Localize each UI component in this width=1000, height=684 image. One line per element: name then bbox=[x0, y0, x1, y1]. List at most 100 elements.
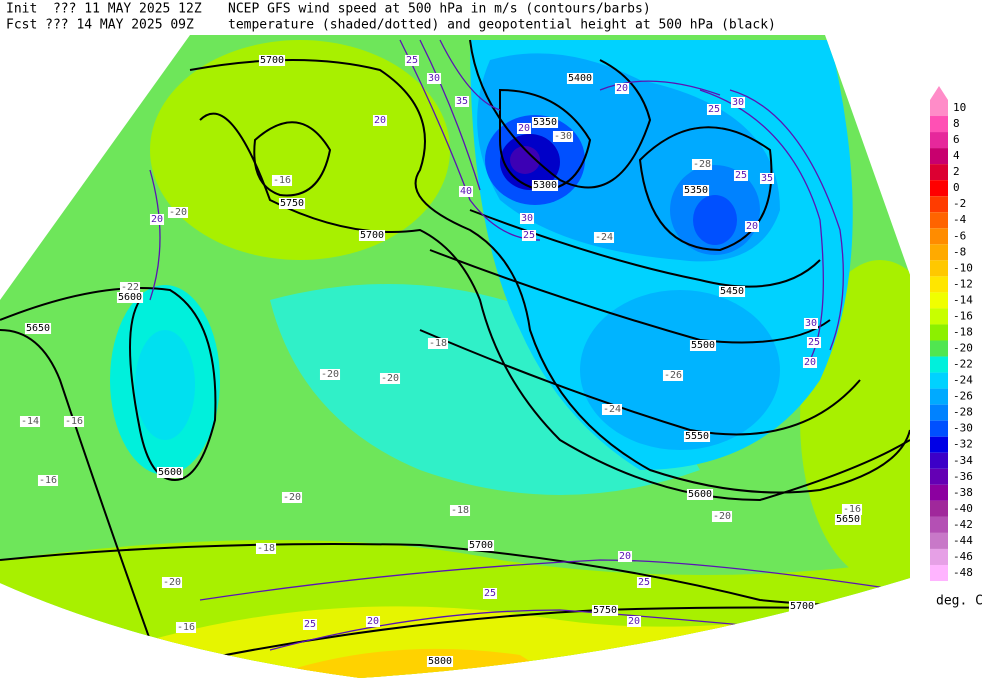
colorbar-swatch bbox=[930, 228, 948, 245]
temperature-label: -18 bbox=[257, 543, 275, 554]
temperature-label: -20 bbox=[381, 373, 399, 384]
label-background bbox=[372, 115, 388, 126]
label-background bbox=[482, 588, 498, 599]
colorbar-label: -38 bbox=[953, 486, 973, 499]
label-background bbox=[626, 616, 642, 627]
height-label: 5700 bbox=[790, 601, 814, 612]
label-background bbox=[19, 416, 41, 427]
label-background bbox=[614, 83, 630, 94]
label-background bbox=[454, 96, 470, 107]
temperature-label: -18 bbox=[451, 505, 469, 516]
title-line-2: temperature (shaded/dotted) and geopoten… bbox=[228, 18, 776, 33]
colorbar-label: 8 bbox=[953, 117, 960, 130]
label-background bbox=[161, 577, 183, 588]
colorbar-label: -32 bbox=[953, 438, 973, 451]
height-label: 5550 bbox=[685, 431, 709, 442]
colorbar-swatch bbox=[930, 164, 948, 181]
height-label: 5600 bbox=[118, 292, 142, 303]
label-background bbox=[834, 514, 862, 525]
colorbar-swatch bbox=[930, 484, 948, 501]
colorbar-label: 6 bbox=[953, 133, 960, 146]
height-label: 5750 bbox=[593, 605, 617, 616]
label-background bbox=[156, 467, 184, 478]
height-contours bbox=[0, 39, 910, 661]
colorbar-swatch bbox=[930, 196, 948, 213]
colorbar-label: -40 bbox=[953, 502, 973, 515]
height-label: 5650 bbox=[836, 514, 860, 525]
temperature-label: -20 bbox=[283, 492, 301, 503]
wind-label: 20 bbox=[619, 551, 631, 562]
colorbar-swatch bbox=[930, 99, 948, 117]
colorbar-swatch bbox=[930, 404, 948, 421]
colorbar-label: -26 bbox=[953, 390, 973, 403]
colorbar-swatch bbox=[930, 340, 948, 357]
colorbar-label: -18 bbox=[953, 325, 973, 338]
label-background bbox=[175, 622, 197, 633]
height-label: 5750 bbox=[280, 198, 304, 209]
colorbar-swatch bbox=[930, 180, 948, 197]
label-background bbox=[426, 656, 454, 667]
colorbar-label: -34 bbox=[953, 454, 973, 467]
label-background bbox=[516, 123, 532, 134]
wind-label: 25 bbox=[708, 104, 720, 115]
label-background bbox=[358, 230, 386, 241]
colorbar-swatch bbox=[930, 452, 948, 469]
temperature-label: -30 bbox=[554, 131, 572, 142]
temperature-label: -20 bbox=[321, 369, 339, 380]
colorbar-swatch bbox=[930, 436, 948, 453]
wind-label: 35 bbox=[456, 96, 468, 107]
label-background bbox=[319, 369, 341, 380]
temperature-label: -22 bbox=[121, 282, 139, 293]
colorbar-swatch bbox=[930, 244, 948, 261]
wind-label: 20 bbox=[151, 214, 163, 225]
wind-label: 20 bbox=[746, 221, 758, 232]
label-background bbox=[552, 131, 574, 142]
label-background bbox=[682, 185, 710, 196]
colorbar-swatch bbox=[930, 564, 948, 582]
label-background bbox=[683, 431, 711, 442]
label-background bbox=[258, 55, 286, 66]
label-background bbox=[744, 221, 760, 232]
label-background bbox=[24, 323, 52, 334]
colorbar-label: -28 bbox=[953, 406, 973, 419]
label-background bbox=[37, 475, 59, 486]
label-background bbox=[806, 337, 822, 348]
wind-label: 30 bbox=[521, 213, 533, 224]
colorbar-label: -36 bbox=[953, 470, 973, 483]
label-background bbox=[271, 175, 293, 186]
colorbar-label: -44 bbox=[953, 534, 973, 547]
colorbar-label: -16 bbox=[953, 309, 973, 322]
label-background bbox=[788, 601, 816, 612]
label-background bbox=[617, 551, 633, 562]
colorbar-swatch bbox=[930, 308, 948, 325]
label-background bbox=[521, 230, 537, 241]
label-background bbox=[278, 198, 306, 209]
label-background bbox=[691, 159, 713, 170]
colorbar-swatch bbox=[930, 420, 948, 437]
wind-label: 30 bbox=[428, 73, 440, 84]
wind-label: 20 bbox=[374, 115, 386, 126]
wind-label: 25 bbox=[735, 170, 747, 181]
init-label: Init ??? 11 MAY 2025 12Z bbox=[6, 2, 202, 17]
height-label: 5350 bbox=[684, 185, 708, 196]
colorbar-swatch bbox=[930, 132, 948, 149]
label-background bbox=[591, 605, 619, 616]
colorbar-label: -22 bbox=[953, 358, 973, 371]
colorbar-label: -42 bbox=[953, 518, 973, 531]
height-label: 5650 bbox=[26, 323, 50, 334]
fcst-label: Fcst ??? 14 MAY 2025 09Z bbox=[6, 18, 194, 33]
temperature-label: -24 bbox=[595, 232, 613, 243]
label-background bbox=[365, 616, 381, 627]
label-background bbox=[519, 213, 535, 224]
label-background bbox=[63, 416, 85, 427]
height-label: 5600 bbox=[158, 467, 182, 478]
colorbar-label: 2 bbox=[953, 165, 960, 178]
temperature-label: -20 bbox=[169, 207, 187, 218]
colorbar-swatch bbox=[930, 148, 948, 165]
height-label: 5700 bbox=[260, 55, 284, 66]
height-label: 5300 bbox=[533, 180, 557, 191]
label-background bbox=[119, 282, 141, 293]
colorbar-label: -4 bbox=[953, 213, 967, 226]
label-background bbox=[379, 373, 401, 384]
